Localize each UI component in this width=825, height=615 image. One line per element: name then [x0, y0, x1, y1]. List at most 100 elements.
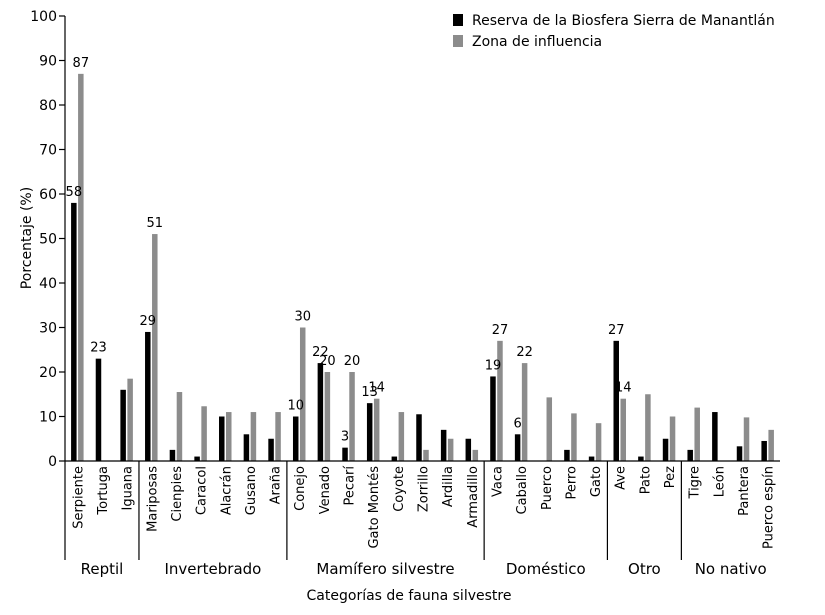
bar-reserve-serpiente	[71, 202, 77, 461]
data-label: 58	[66, 185, 83, 200]
x-tick-label: Tigre	[688, 466, 703, 499]
legend: Reserva de la Biosfera Sierra de Manantl…	[453, 13, 775, 50]
bar-influence-vaca	[497, 340, 503, 461]
data-label: 14	[368, 381, 385, 396]
data-label: 20	[319, 354, 336, 369]
y-tick-label: 0	[48, 454, 57, 470]
bar-reserve-cienpies	[169, 449, 176, 461]
bar-reserve-armadillo	[465, 438, 472, 461]
x-tick-label: Gato Montés	[367, 466, 382, 549]
bar-influence-ardilla	[447, 438, 454, 461]
x-tick-label: Gusano	[244, 466, 259, 515]
x-tick-label: Araña	[269, 466, 284, 504]
bar-reserve-mariposas	[145, 331, 151, 461]
bar-reserve-gato-montés	[366, 403, 373, 461]
bar-reserve-gusano	[243, 434, 250, 461]
x-tick-label: Caracol	[195, 466, 210, 515]
x-tick-label: Gato	[589, 466, 604, 497]
y-tick-label: 100	[30, 9, 57, 25]
x-tick-label: Pecarí	[343, 466, 358, 506]
data-label: 10	[287, 399, 304, 414]
data-label: 13	[361, 385, 378, 400]
bar-influence-serpiente	[78, 73, 84, 461]
data-label: 23	[90, 341, 107, 356]
bar-influence-pato	[645, 394, 651, 461]
x-tick-label: Armadillo	[466, 466, 481, 528]
group-label: Mamífero silvestre	[316, 560, 454, 578]
x-tick-label: León	[712, 466, 727, 497]
bar-influence-gusano	[250, 412, 257, 461]
bar-influence-cienpies	[176, 392, 183, 461]
bar-influence-gato-montés	[373, 398, 380, 461]
bar-influence-pantera	[743, 417, 750, 461]
bar-influence-iguana	[127, 378, 133, 461]
bar-influence-conejo	[299, 327, 306, 461]
bar-influence-pecarí	[349, 372, 355, 461]
bar-reserve-coyote	[391, 456, 398, 461]
data-label: 51	[147, 216, 164, 231]
x-tick-label: Pato	[638, 466, 653, 494]
x-axis-title: Categorías de fauna silvestre	[307, 588, 512, 604]
x-tick-label: Ardilla	[441, 466, 456, 507]
category-groups: Reptil Invertebrado Mamífero silvestre Domé…	[64, 461, 767, 578]
y-tick-label: 30	[39, 321, 57, 337]
bar-influence-caracol	[201, 406, 207, 461]
x-tick-label: Puerco	[540, 466, 555, 510]
group-label: Reptil	[81, 560, 124, 578]
bar-reserve-caballo	[514, 434, 521, 461]
group-label: Invertebrado	[164, 560, 261, 578]
data-label: 19	[485, 358, 502, 373]
bar-influence-ave	[620, 398, 626, 461]
x-tick-label: Tortuga	[96, 466, 111, 516]
data-label: 27	[608, 323, 625, 338]
data-label: 3	[341, 430, 349, 445]
y-tick-label: 80	[39, 98, 57, 114]
data-label: 30	[294, 310, 311, 325]
y-axis-title: Porcentaje (%)	[19, 187, 35, 289]
data-label: 22	[312, 345, 329, 360]
x-tick-label: Ave	[614, 466, 629, 490]
x-tick-label: Zorrillo	[417, 466, 432, 512]
data-label: 27	[492, 323, 509, 338]
bar-reserve-conejo	[292, 416, 299, 461]
bar-influence-gato	[595, 423, 602, 461]
x-tick-label: Cienpies	[170, 466, 185, 522]
x-tick-label: Iguana	[121, 466, 136, 511]
x-tick-label: Pantera	[737, 466, 752, 516]
bar-reserve-perro	[564, 449, 570, 461]
bar-reserve-zorrillo	[416, 414, 422, 461]
x-tick-label: Mariposas	[145, 466, 160, 532]
x-tick-label: Venado	[318, 466, 333, 514]
bar-influence-perro	[571, 413, 577, 461]
bar-reserve-alacrán	[219, 416, 225, 461]
y-tick-label: 90	[39, 54, 57, 70]
legend-label-reserve: Reserva de la Biosfera Sierra de Manantl…	[472, 13, 775, 29]
group-label: No nativo	[695, 560, 767, 578]
legend-swatch-reserve	[453, 14, 463, 26]
bar-influence-coyote	[398, 412, 405, 461]
group-label: Doméstico	[506, 560, 586, 578]
x-tick-label: Pez	[663, 466, 678, 488]
legend-swatch-influence	[453, 35, 463, 47]
bar-reserve-vaca	[490, 376, 496, 461]
bar-reserve-araña	[268, 438, 274, 461]
y-tick-label: 70	[39, 143, 57, 159]
x-tick-label: Puerco espín	[762, 466, 777, 549]
y-axis: 0 10 20 30 40 50 60 70 80 90 100	[30, 9, 66, 470]
bar-reserve-caracol	[194, 456, 200, 461]
bar-reserve-iguana	[120, 389, 126, 461]
bar-influence-puerco	[546, 397, 553, 461]
bar-influence-armadillo	[472, 449, 479, 461]
x-tick-label: Caballo	[515, 466, 530, 514]
bar-reserve-pantera	[736, 446, 743, 461]
bar-influence-caballo	[521, 363, 528, 461]
x-tick-label: Serpiente	[71, 466, 86, 529]
x-tick-label: Perro	[564, 466, 579, 500]
y-tick-label: 60	[39, 187, 57, 203]
data-label: 29	[140, 314, 157, 329]
y-tick-label: 40	[39, 276, 57, 292]
bar-influence-mariposas	[152, 234, 158, 461]
bar-influence-pez	[669, 416, 676, 461]
